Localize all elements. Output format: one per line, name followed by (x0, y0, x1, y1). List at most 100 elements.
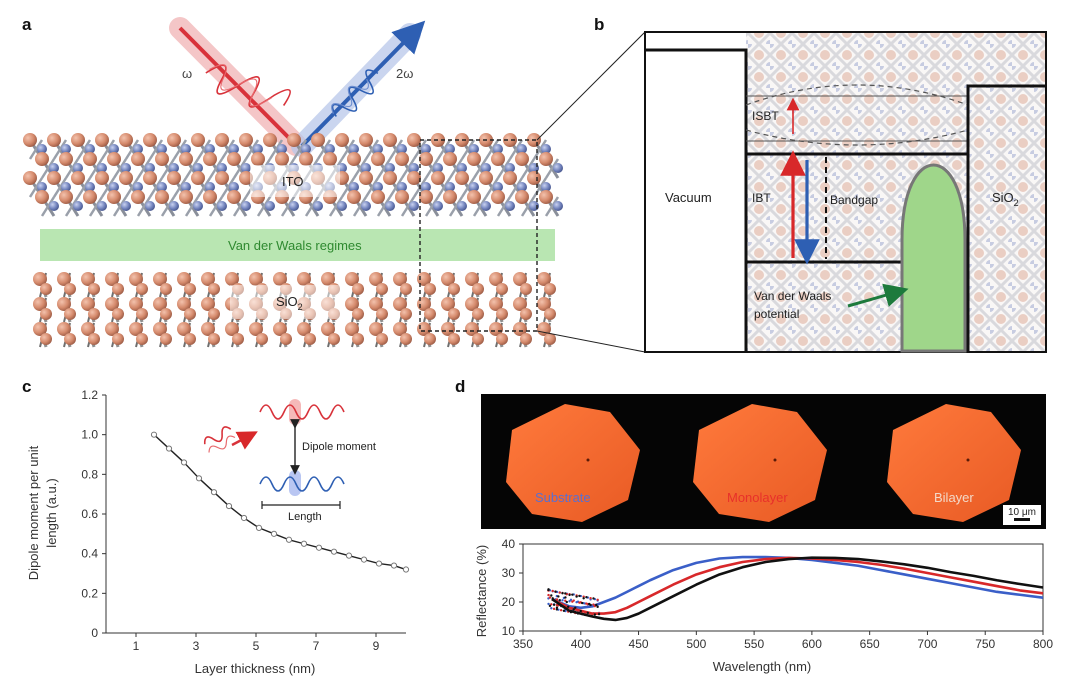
incident-beam (169, 17, 307, 156)
vdw-regimes-label: Van der Waals regimes (228, 238, 362, 253)
chart-c-ylabel-line2: length (a.u.) (44, 478, 59, 547)
data-point (225, 502, 233, 510)
y-tick-label: 20 (502, 595, 516, 609)
bilayer-label: Bilayer (934, 490, 974, 505)
vdw-potential-label-line1: Van der Waals (754, 289, 831, 303)
panel-label-d: d (455, 377, 465, 396)
y-tick-label: 0 (91, 626, 98, 640)
vdw-band (40, 229, 555, 261)
noise-point (592, 603, 595, 606)
x-tick-label: 500 (686, 637, 706, 651)
data-point (390, 562, 398, 569)
subband-dashed-lower (745, 129, 969, 146)
zoom-region-box (419, 139, 538, 332)
y-tick-label: 30 (502, 566, 516, 580)
vacuum-label: Vacuum (665, 190, 712, 205)
noise-point (578, 601, 581, 604)
noise-point (550, 607, 553, 610)
panel-label-a: a (22, 15, 32, 34)
noise-point (548, 604, 552, 608)
chart-d-marks (547, 555, 1044, 622)
noise-point (555, 608, 559, 611)
noise-point (555, 606, 559, 609)
y-tick-label: 0.4 (81, 547, 98, 561)
y-tick-label: 1.0 (81, 428, 98, 442)
noise-point (572, 608, 575, 611)
x-tick-label: 450 (629, 637, 649, 651)
x-tick-label: 550 (744, 637, 764, 651)
noise-point (559, 609, 563, 612)
noise-point (595, 603, 598, 607)
noise-point (568, 600, 571, 603)
x-tick-label: 750 (975, 637, 995, 651)
x-tick-label: 650 (860, 637, 880, 651)
x-tick-label: 7 (313, 639, 320, 653)
sio2-label-a: SiO2 (276, 294, 303, 312)
x-tick-label: 800 (1033, 637, 1053, 651)
sio2-barrier (966, 84, 1045, 352)
scale-bar-box (1003, 505, 1041, 525)
isbt-label: ISBT (752, 109, 779, 123)
noise-point (550, 594, 553, 597)
series-line-substrate (551, 555, 1044, 610)
data-point (195, 475, 203, 482)
data-point (270, 530, 278, 537)
noise-point (592, 597, 595, 600)
chart-d-axes: 350 400 450 500 550 600 650 700 750 800 10 20 30 40 (502, 537, 1054, 651)
noise-point (586, 611, 590, 615)
noise-point (590, 612, 594, 616)
panel-label-b: b (594, 15, 604, 34)
x-tick-label: 5 (253, 639, 260, 653)
chart-c-axes: 1 3 5 7 9 0 0.2 0.4 0.6 0.8 1.0 1.2 (81, 388, 406, 653)
omega-label: ω (182, 66, 192, 81)
noise-point (569, 610, 573, 614)
series-line-bilayer (551, 556, 1044, 622)
noise-point (564, 596, 567, 599)
substrate-label: Substrate (535, 490, 591, 505)
noise-point (590, 614, 594, 618)
noise-point (566, 605, 570, 609)
data-point (330, 548, 338, 555)
data-point (240, 514, 248, 522)
chart-c-marks (150, 431, 410, 573)
x-tick-label: 3 (193, 639, 200, 653)
vdw-potential-arrow (847, 283, 909, 308)
noise-point (576, 612, 580, 615)
chart-d-ylabel: Reflectance (%) (474, 545, 489, 637)
series-line-monolayer (551, 556, 1044, 615)
noise-point (551, 589, 554, 593)
subband-dashed-upper (745, 84, 969, 106)
noise-point (547, 593, 550, 597)
noise-point (561, 592, 564, 595)
panel-d: d Substrate Monolayer Bilayer 10 μm 350 4… (455, 377, 1053, 674)
y-tick-label: 0.2 (81, 586, 98, 600)
scale-bar-label: 10 μm (1008, 507, 1036, 518)
y-tick-label: 10 (502, 624, 516, 638)
noise-point (575, 595, 578, 598)
noise-point (569, 607, 573, 610)
noise-point (557, 595, 560, 598)
noise-point (552, 603, 556, 606)
monolayer-wafer (693, 404, 827, 522)
noise-point (582, 597, 585, 600)
noise-point (589, 596, 592, 600)
bandgap-label: Bandgap (830, 193, 878, 207)
noise-point (559, 604, 563, 607)
data-point (345, 552, 353, 559)
x-tick-label: 350 (513, 637, 533, 651)
noise-point (575, 601, 578, 604)
noise-point (564, 592, 567, 595)
noise-point (558, 591, 561, 594)
noise-point (562, 609, 566, 612)
ibt-label: IBT (752, 191, 771, 205)
noise-point (555, 598, 559, 601)
inset-light-wave (203, 426, 232, 445)
noise-point (568, 593, 571, 597)
noise-point (596, 605, 599, 609)
ito-label: ITO (282, 174, 303, 189)
y-tick-label: 0.8 (81, 467, 98, 481)
noise-point (585, 595, 588, 599)
data-point (402, 566, 410, 573)
x-tick-label: 1 (133, 639, 140, 653)
